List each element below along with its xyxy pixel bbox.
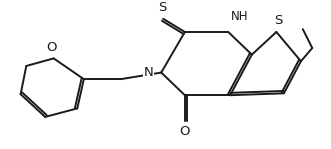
Text: NH: NH xyxy=(231,10,249,24)
Text: O: O xyxy=(180,125,190,138)
Text: S: S xyxy=(274,14,282,27)
Text: O: O xyxy=(47,41,57,54)
Text: N: N xyxy=(144,66,154,79)
Text: S: S xyxy=(158,1,166,14)
